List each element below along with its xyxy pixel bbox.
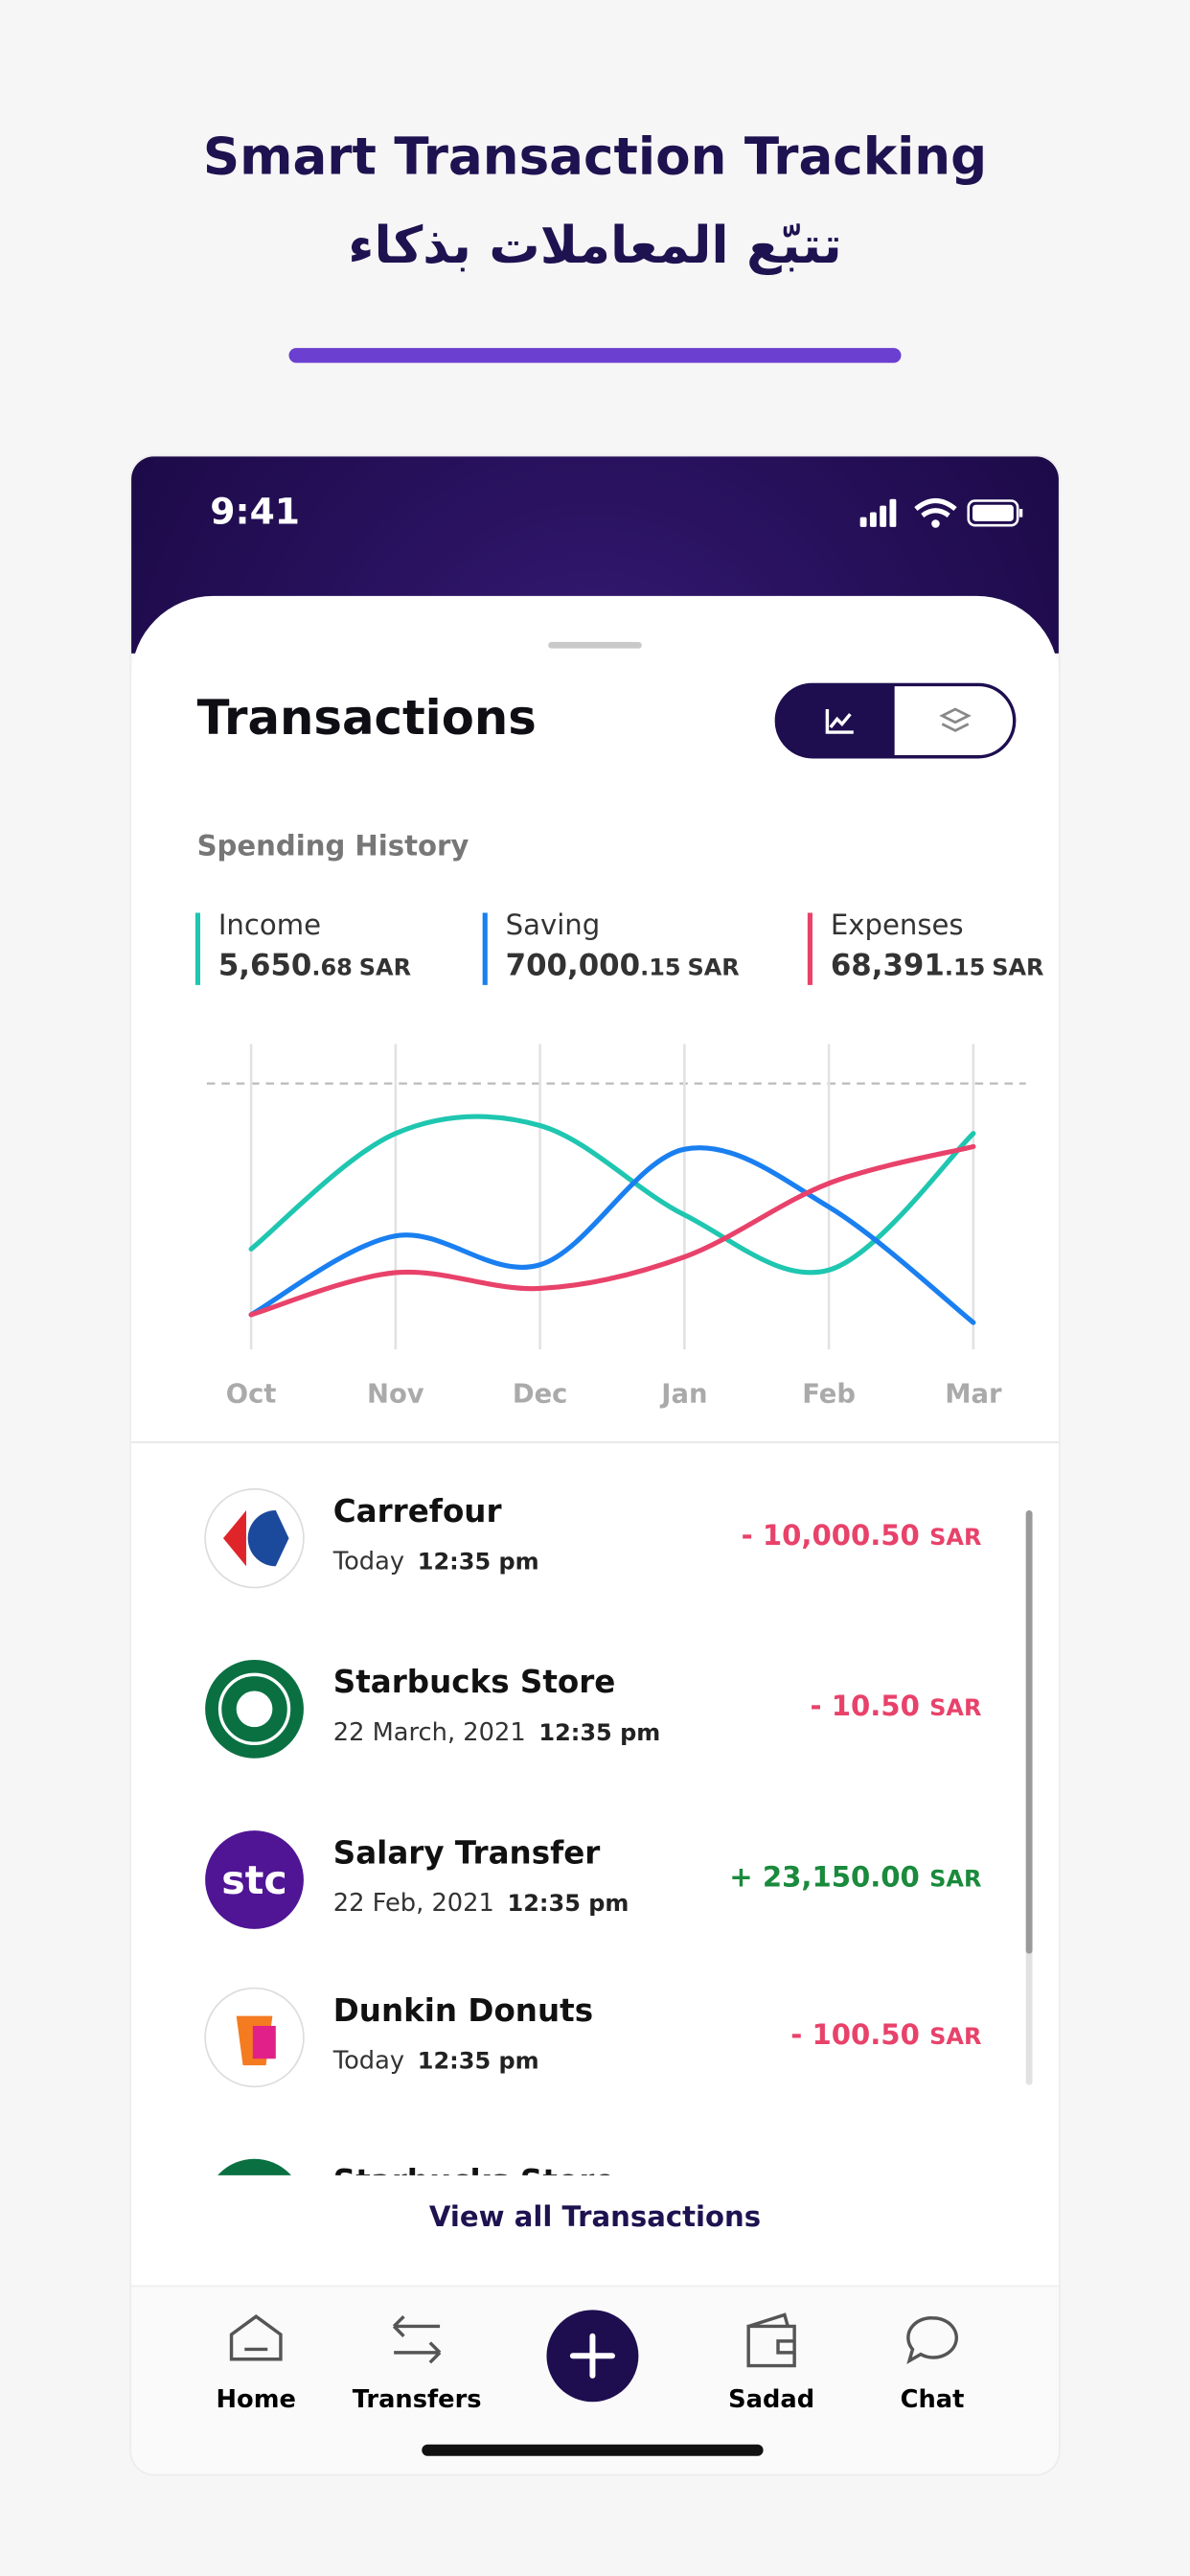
view-all-link[interactable]: View all Transactions (428, 2201, 762, 2235)
summary-label: Income (217, 909, 322, 943)
page-title: Smart Transaction Tracking (202, 127, 988, 188)
transaction-date: Today (332, 1546, 405, 1576)
amount-currency: SAR (929, 1525, 982, 1552)
amount-value: - 100.50 (790, 2019, 920, 2053)
transaction-datetime: Today 12:35 pm (333, 2044, 539, 2076)
merchant-name: Dunkin Donuts (332, 1992, 594, 2030)
sadad-icon[interactable] (746, 2312, 796, 2368)
summary-value: 68,391.15 SAR (831, 949, 1044, 983)
series-line (248, 1143, 976, 1318)
home-indicator (422, 2444, 764, 2456)
nav-label: Transfers (353, 2385, 482, 2414)
transaction-row[interactable]: Carrefour Today 12:35 pm - 10,000.50 SAR (131, 1487, 1059, 1593)
transaction-list: Carrefour Today 12:35 pm - 10,000.50 SAR Star… (131, 1469, 1059, 2175)
summary-decimals: .68 (311, 955, 353, 982)
x-tick-label: Nov (367, 1380, 424, 1410)
transaction-datetime: 22 Feb, 2021 12:35 pm (333, 1886, 629, 1918)
x-tick-label: Dec (513, 1380, 568, 1410)
x-tick-label: Oct (226, 1380, 277, 1410)
nav-label: Chat (901, 2385, 965, 2414)
transaction-date: 22 Feb, 2021 (332, 1888, 494, 1918)
transaction-time: 12:35 pm (538, 1720, 661, 1747)
transaction-time: 12:35 pm (417, 2048, 539, 2076)
chat-icon[interactable] (906, 2316, 958, 2365)
summary-bar (482, 912, 487, 985)
transaction-time: 12:35 pm (417, 1550, 539, 1576)
scrollbar-thumb (1025, 1510, 1033, 1954)
transaction-amount: - 10.50 SAR (810, 1690, 981, 1723)
summary-bar (195, 912, 200, 985)
merchant-logo (204, 1987, 305, 2088)
summary-value: 700,000.15 SAR (506, 949, 740, 983)
amount-value: - 10.50 (810, 1690, 920, 1724)
nav-label: Sadad (728, 2385, 814, 2414)
summary-decimals: .15 (944, 955, 986, 982)
transaction-date: Today (332, 2045, 405, 2076)
merchant-name: Starbucks Store (333, 2164, 616, 2175)
transaction-datetime: 22 March, 2021 12:35 pm (333, 1715, 660, 1747)
nav-label: Home (217, 2385, 296, 2414)
nav-divider (131, 2285, 1059, 2288)
view-toggle[interactable] (774, 682, 1018, 761)
summary-currency: SAR (358, 955, 412, 982)
amount-value: + 23,150.00 (729, 1861, 920, 1895)
summary-amount: 5,650 (217, 949, 312, 984)
merchant-logo: stc (205, 1830, 304, 1929)
amount-currency: SAR (929, 2024, 982, 2051)
summary-amount: 68,391 (830, 949, 945, 984)
transaction-row[interactable]: Dunkin Donuts Today 12:35 pm - 100.50 SAR (131, 1987, 1059, 2092)
summary-value: 5,650.68 SAR (218, 949, 411, 983)
summary-label: Expenses (830, 909, 964, 943)
merchant-logo (217, 2158, 291, 2175)
series-line (248, 1145, 976, 1325)
summary-currency: SAR (687, 955, 740, 982)
merchant-name: Starbucks Store (332, 1665, 616, 1701)
transaction-amount: - 10,000.50 SAR (742, 1520, 982, 1552)
amount-currency: SAR (929, 1866, 982, 1894)
phone: 9:41 (131, 456, 1059, 2474)
transaction-date: 22 March, 2021 (332, 1716, 526, 1747)
transaction-time: 12:35 pm (507, 1891, 629, 1918)
logo-text: stc (221, 1857, 287, 1903)
home-icon[interactable] (229, 2314, 283, 2361)
x-tick-label: Jan (659, 1380, 707, 1410)
transaction-amount: - 100.50 SAR (790, 2019, 981, 2052)
screen-title: Transactions (196, 689, 537, 746)
transaction-amount: + 23,150.00 SAR (729, 1862, 981, 1895)
sheet-handle (548, 641, 642, 649)
merchant-name: Carrefour (332, 1493, 502, 1530)
summary-label: Saving (505, 909, 601, 943)
x-tick-label: Mar (945, 1380, 1002, 1410)
series-line (248, 1114, 976, 1276)
summary-bar (807, 912, 812, 985)
merchant-logo (204, 1487, 305, 1589)
page-subtitle: تتبّع المعاملات بذكاء (348, 217, 842, 276)
summary-decimals: .15 (640, 955, 681, 982)
transaction-row[interactable]: stc Salary Transfer 22 Feb, 2021 12:35 pm + … (131, 1828, 1059, 1934)
transfers-icon[interactable] (392, 2314, 442, 2364)
transaction-datetime: Today 12:35 pm (333, 1545, 539, 1576)
section-title: Spending History (196, 830, 469, 864)
amount-value: - 10,000.50 (741, 1520, 920, 1553)
divider (131, 1441, 1059, 1443)
summary-amount: 700,000 (505, 949, 641, 984)
amount-currency: SAR (929, 1695, 982, 1723)
bottom-nav: Home Transfers Sadad Chat (217, 2310, 965, 2456)
status-icons (859, 497, 1023, 528)
x-tick-label: Feb (802, 1380, 856, 1410)
transaction-row[interactable]: Starbucks Store 22 March, 2021 12:35 pm - 1… (131, 1658, 1059, 1763)
merchant-logo (205, 1659, 304, 1759)
chart: Oct Nov Dec Jan Feb Mar (206, 1044, 1026, 1410)
accent-bar (288, 348, 902, 363)
status-time: 9:41 (210, 492, 301, 534)
summary-currency: SAR (992, 955, 1044, 982)
merchant-name: Salary Transfer (332, 1835, 601, 1872)
